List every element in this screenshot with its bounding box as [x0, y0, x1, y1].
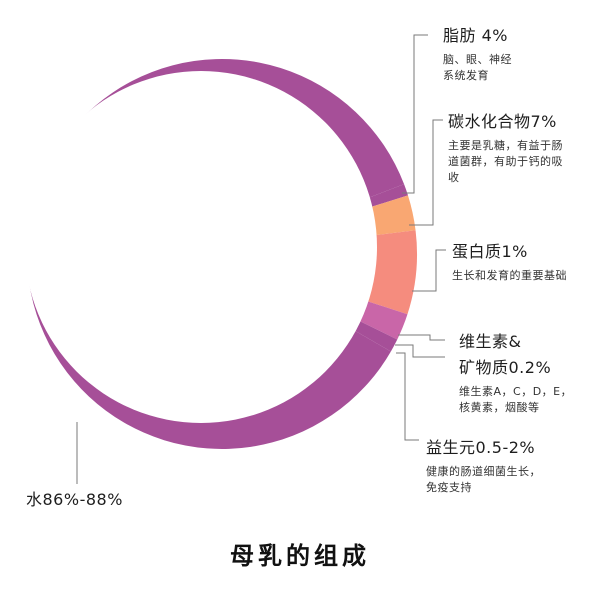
- label-protein-title: 蛋白质1%: [452, 242, 528, 261]
- label-fat: 脂肪 4% 脑、眼、神经 系统发育: [443, 22, 512, 84]
- label-carbohydrate: 碳水化合物7% 主要是乳糖，有益于肠 道菌群，有助于钙的吸 收: [448, 108, 563, 186]
- label-fat-desc-line2: 系统发育: [443, 69, 489, 82]
- label-vitamin-title-line1: 维生素&: [459, 332, 522, 351]
- label-probiotic-desc-line1: 健康的肠道细菌生长，: [426, 465, 541, 478]
- label-probiotic: 益生元0.5-2% 健康的肠道细菌生长， 免疫支持: [426, 434, 541, 496]
- ring-inner-hole: [25, 71, 377, 423]
- label-carb-desc-line1: 主要是乳糖，有益于肠: [448, 139, 563, 152]
- label-protein-desc: 生长和发育的重要基础: [452, 269, 567, 282]
- label-carb-desc-line3: 收: [448, 171, 460, 184]
- label-protein: 蛋白质1% 生长和发育的重要基础: [452, 238, 567, 284]
- label-probiotic-desc-line2: 免疫支持: [426, 481, 472, 494]
- leader-line-carb: [409, 119, 443, 226]
- label-fat-title: 脂肪 4%: [443, 26, 508, 45]
- label-vitamin-desc-line2: 核黄素，烟酸等: [459, 401, 540, 414]
- leader-line-fat: [402, 34, 428, 194]
- leader-line-probiotic: [396, 352, 419, 441]
- label-fat-desc-line1: 脑、眼、神经: [443, 53, 512, 66]
- label-vitamin-title-line2: 矿物质0.2%: [459, 358, 552, 377]
- label-carb-title: 碳水化合物7%: [448, 112, 557, 131]
- label-carb-desc-line2: 道菌群，有助于钙的吸: [448, 155, 563, 168]
- label-vitamin-desc-line1: 维生素A，C，D，E，: [459, 385, 573, 398]
- label-vitamin-mineral: 维生素& 矿物质0.2% 维生素A，C，D，E， 核黄素，烟酸等: [459, 328, 572, 416]
- label-probiotic-title: 益生元0.5-2%: [426, 438, 536, 457]
- label-water-title: 水86%-88%: [26, 490, 123, 509]
- chart-title: 母乳的组成: [230, 542, 370, 570]
- label-water: 水86%-88%: [26, 486, 123, 510]
- leader-line-vitamin: [398, 334, 445, 341]
- leader-line-vitamin-2: [395, 344, 445, 358]
- leader-line-protein: [412, 249, 446, 292]
